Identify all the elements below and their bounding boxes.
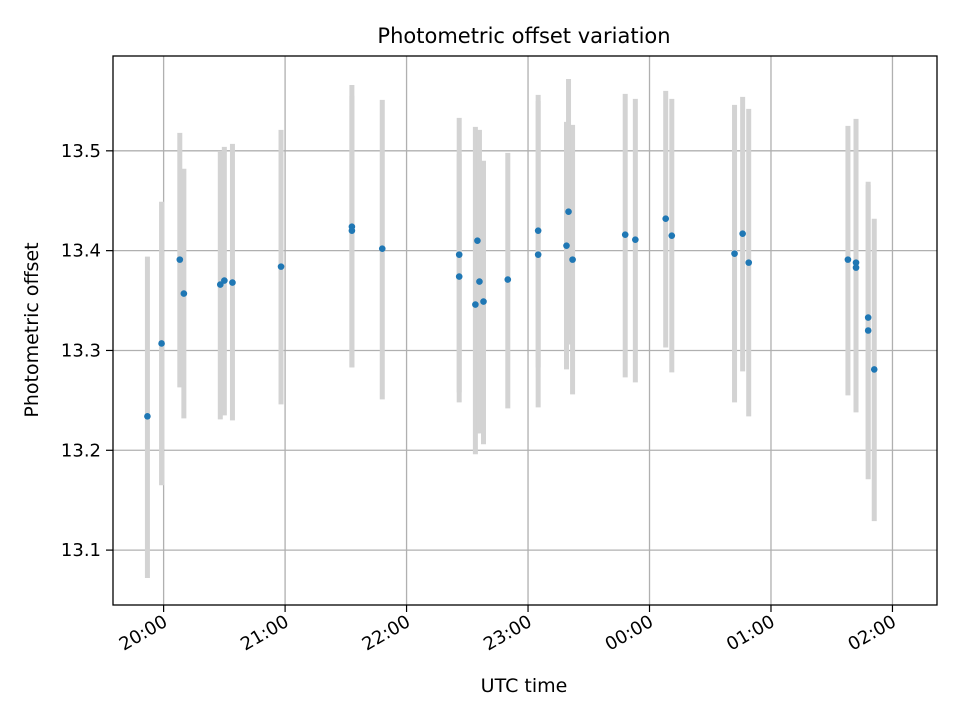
data-point xyxy=(158,340,165,347)
data-point xyxy=(534,227,542,234)
y-tick-label: 13.5 xyxy=(61,141,101,162)
data-point xyxy=(176,256,184,263)
data-points xyxy=(144,208,878,420)
y-tick-label: 13.3 xyxy=(61,340,101,361)
data-point xyxy=(621,231,629,238)
data-point xyxy=(745,259,753,266)
data-point xyxy=(565,208,572,216)
data-point xyxy=(455,273,463,280)
data-point xyxy=(180,290,188,297)
x-tick-label: 01:00 xyxy=(723,611,778,655)
x-tick-label: 21:00 xyxy=(237,611,292,655)
x-axis: 20:00 21:00 22:00 23:00 00:00 01:00 02:00 xyxy=(116,605,900,655)
y-tick-label: 13.4 xyxy=(61,241,101,262)
data-point xyxy=(864,314,872,321)
x-axis-label: UTC time xyxy=(481,675,568,697)
data-point xyxy=(563,242,570,249)
data-point xyxy=(668,232,676,239)
grid-lines xyxy=(113,56,937,605)
data-point xyxy=(864,327,872,334)
data-point xyxy=(455,251,463,258)
y-axis: 13.1 13.2 13.3 13.4 13.5 xyxy=(61,141,113,561)
data-point xyxy=(217,281,224,288)
chart-title: Photometric offset variation xyxy=(377,24,670,48)
plot-frame xyxy=(112,55,938,606)
data-point xyxy=(348,227,356,234)
data-point xyxy=(662,215,670,223)
data-point xyxy=(534,251,542,258)
y-axis-label: Photometric offset xyxy=(21,242,43,417)
data-point xyxy=(144,413,151,420)
data-point xyxy=(632,236,639,243)
data-point xyxy=(852,259,860,266)
data-point xyxy=(474,237,481,244)
data-point xyxy=(504,276,512,283)
x-tick-label: 23:00 xyxy=(480,611,535,655)
data-point xyxy=(476,278,483,285)
data-point xyxy=(277,263,285,270)
data-point xyxy=(870,366,878,373)
data-point xyxy=(569,256,576,263)
data-point xyxy=(229,279,236,286)
error-bars xyxy=(144,78,877,579)
x-tick-label: 20:00 xyxy=(116,611,171,655)
data-point xyxy=(844,256,852,263)
data-point xyxy=(739,230,746,237)
data-point xyxy=(731,250,738,257)
x-tick-label: 00:00 xyxy=(602,611,657,655)
data-point xyxy=(480,298,487,305)
y-tick-label: 13.2 xyxy=(61,440,101,461)
x-tick-label: 22:00 xyxy=(359,611,414,655)
data-point xyxy=(221,277,228,284)
data-point xyxy=(378,245,386,252)
data-point xyxy=(852,264,860,271)
y-tick-label: 13.1 xyxy=(61,540,101,561)
data-point xyxy=(472,301,479,308)
x-tick-label: 02:00 xyxy=(845,611,900,655)
